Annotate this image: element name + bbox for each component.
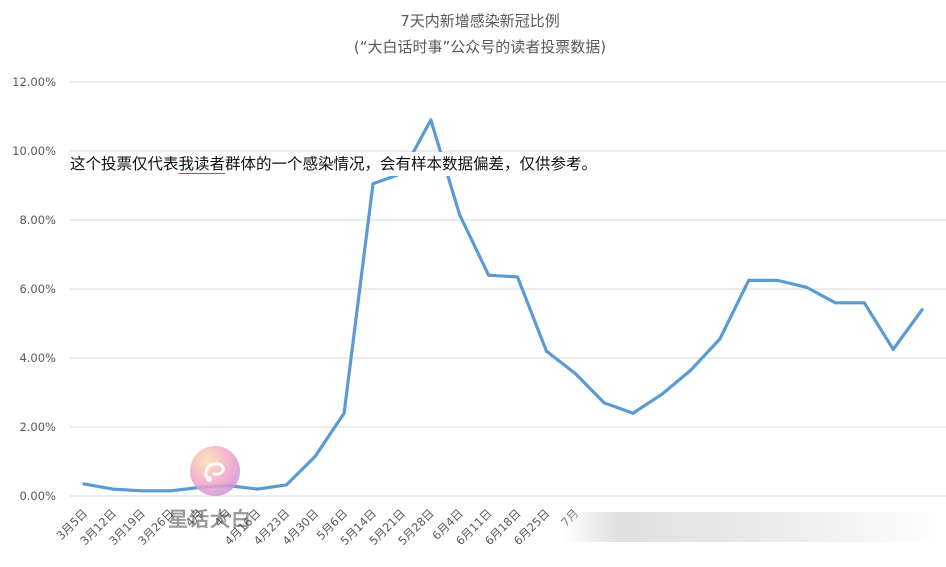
chart-subtitle: (“大白话时事”公众号的读者投票数据) (354, 38, 606, 56)
data-point (833, 301, 837, 305)
data-point (660, 392, 664, 396)
data-point (82, 482, 86, 486)
y-tick-label: 0.00% (19, 489, 56, 503)
watermark-text: 星话大白 (168, 507, 252, 531)
data-point (255, 487, 259, 491)
data-point (891, 347, 895, 351)
data-point (487, 273, 491, 277)
data-point (805, 285, 808, 289)
y-tick-label: 2.00% (19, 420, 56, 434)
annotation-text-underlined: 我读者 (178, 155, 226, 173)
y-tick-label: 10.00% (12, 144, 56, 158)
chart-title: 7天内新增感染新冠比例 (400, 12, 560, 30)
y-tick-label: 4.00% (19, 351, 56, 365)
y-tick-label: 6.00% (19, 282, 56, 296)
data-point (602, 401, 606, 405)
gridlines (70, 81, 946, 497)
data-point (544, 349, 548, 353)
data-point (111, 487, 115, 491)
data-point (689, 368, 693, 372)
data-point (284, 483, 288, 487)
data-point (140, 489, 144, 493)
annotation-text-rest: 群体的一个感染情况，会有样本数据偏差，仅供参考。 (225, 155, 598, 173)
data-point (429, 118, 433, 122)
data-point (313, 454, 317, 458)
data-point (342, 411, 346, 415)
annotation-text-start: 这个投票仅代表 (70, 155, 179, 173)
data-point (776, 278, 780, 282)
data-point (371, 182, 375, 186)
blurred-overlay (562, 512, 946, 542)
data-point (169, 489, 173, 493)
data-point (862, 301, 866, 305)
y-tick-label: 12.00% (12, 75, 56, 89)
data-point (718, 337, 722, 341)
data-point (573, 372, 577, 376)
data-point (920, 308, 924, 312)
y-tick-label: 8.00% (19, 213, 56, 227)
watermark-logo-icon (190, 446, 240, 496)
data-point (747, 278, 751, 282)
chart-annotation: 这个投票仅代表我读者群体的一个感染情况，会有样本数据偏差，仅供参考。 (70, 152, 604, 176)
data-point (631, 411, 635, 415)
y-axis: 0.00% 2.00% 4.00% 6.00% 8.00% 10.00% 12.00% (12, 75, 56, 503)
data-point (516, 275, 519, 279)
data-point (458, 213, 462, 217)
